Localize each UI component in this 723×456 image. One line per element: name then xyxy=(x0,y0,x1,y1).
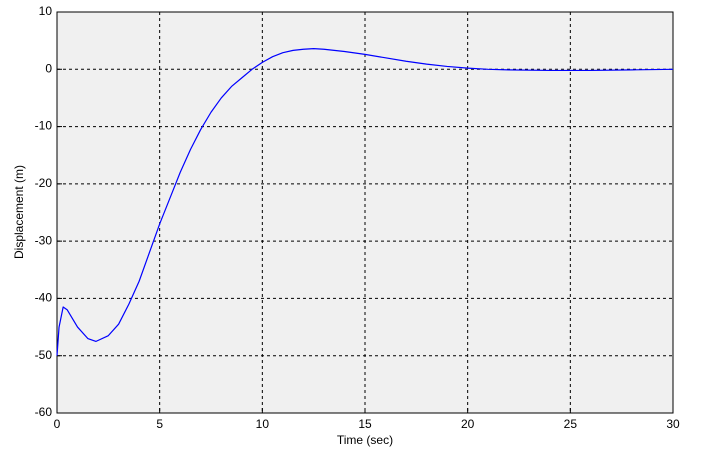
y-tick-label: -20 xyxy=(35,176,53,190)
x-tick-label: 10 xyxy=(256,417,270,431)
x-tick-label: 30 xyxy=(666,417,680,431)
x-tick-label: 5 xyxy=(156,417,163,431)
x-tick-label: 0 xyxy=(54,417,61,431)
x-tick-label: 15 xyxy=(358,417,372,431)
x-tick-label: 25 xyxy=(564,417,578,431)
y-tick-label: -60 xyxy=(35,405,53,419)
series-line xyxy=(56,48,674,356)
y-tick-label: 0 xyxy=(45,61,52,75)
x-axis-label: Time (sec) xyxy=(337,433,393,447)
y-axis-label: Displacement (m) xyxy=(12,165,26,259)
plot-frame xyxy=(56,11,674,414)
y-tick-label: -30 xyxy=(35,233,53,247)
y-tick-label: -40 xyxy=(35,291,53,305)
y-tick-label: 10 xyxy=(39,4,53,18)
y-tick-label: -10 xyxy=(35,119,53,133)
y-tick-label: -50 xyxy=(35,348,53,362)
x-tick-label: 20 xyxy=(461,417,475,431)
